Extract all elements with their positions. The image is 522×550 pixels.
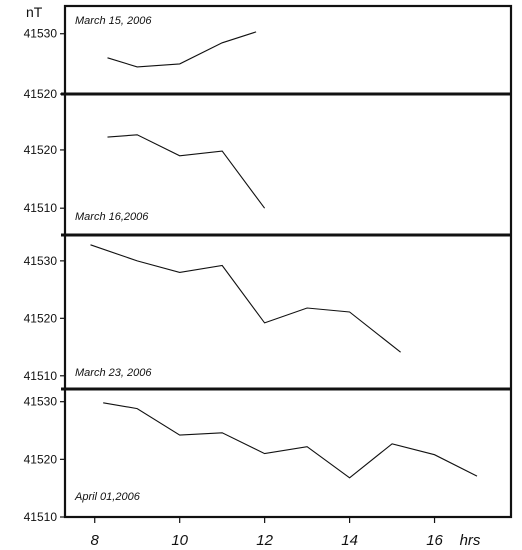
y-tick-label: 41510 xyxy=(24,369,58,383)
y-tick-label: 41520 xyxy=(24,143,58,157)
series-line xyxy=(90,244,401,353)
plot-frame xyxy=(63,4,513,519)
y-tick-label: 41530 xyxy=(24,395,58,409)
y-tick-label: 41530 xyxy=(24,27,58,41)
x-tick-label: 14 xyxy=(341,532,358,549)
x-tick-label: 16 xyxy=(426,532,443,549)
panel-1: 41520 41530 March 15, 2006 xyxy=(24,15,257,101)
y-tick-label: 41520 xyxy=(24,311,58,325)
series-line xyxy=(107,31,257,68)
panel-2: 41510 41520 March 16,2006 xyxy=(24,92,511,223)
x-unit-label: hrs xyxy=(460,532,481,549)
x-tick-label: 8 xyxy=(91,532,100,549)
series-line xyxy=(107,134,266,209)
y-tick-label: 41530 xyxy=(24,254,58,268)
y-tick-label: 41510 xyxy=(24,510,58,524)
y-tick-label: 41520 xyxy=(24,452,58,466)
panel-label: March 23, 2006 xyxy=(75,367,152,379)
x-tick-label: 12 xyxy=(256,532,273,549)
panel-4: 41510 41520 41530 April 01,2006 xyxy=(24,387,511,524)
x-tick-label: 10 xyxy=(171,532,188,549)
y-tick-label: 41520 xyxy=(24,87,58,101)
panel-label: March 15, 2006 xyxy=(75,15,152,27)
panel-label: April 01,2006 xyxy=(74,491,141,503)
y-tick-label: 41510 xyxy=(24,201,58,215)
series-line xyxy=(103,402,478,479)
y-unit-label: nT xyxy=(26,4,43,20)
panel-3: 41510 41520 41530 March 23, 2006 xyxy=(24,233,511,383)
panel-label: March 16,2006 xyxy=(75,211,149,223)
